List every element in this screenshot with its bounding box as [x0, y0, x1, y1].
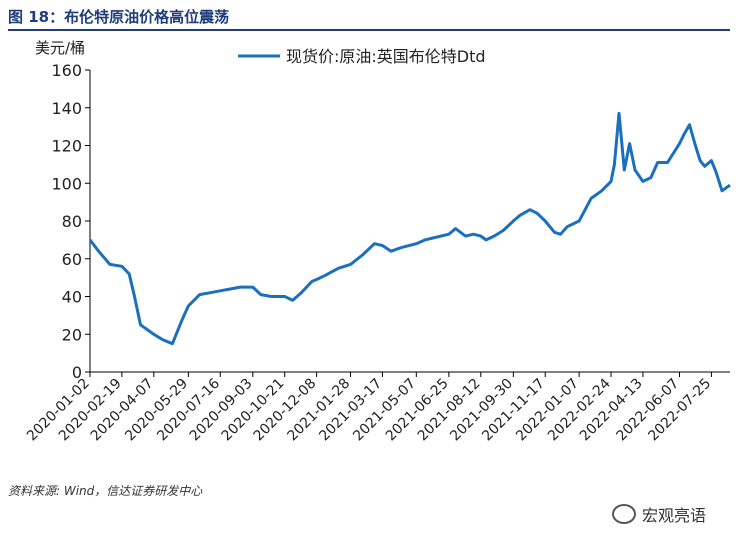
legend: 现货价:原油:英国布伦特Dtd [238, 47, 486, 66]
brent-price-chart: 0 20 40 60 80 100 120 140 160 2020-01-022020-02-… [24, 39, 731, 444]
y-tick-label: 20 [62, 325, 82, 344]
y-tick-label: 40 [62, 288, 82, 307]
brent-price-line [88, 111, 731, 346]
title-rule [8, 29, 730, 31]
watermark-text: 宏观亮语 [642, 506, 707, 525]
axes [85, 69, 730, 377]
legend-label: 现货价:原油:英国布伦特Dtd [286, 47, 486, 66]
y-tick-label: 60 [62, 250, 82, 269]
y-tick-label: 120 [51, 137, 82, 156]
source-note: 资料来源: Wind，信达证券研发中心 [8, 484, 203, 498]
y-tick-label: 140 [51, 99, 82, 118]
wechat-icon [612, 504, 636, 524]
y-axis-label: 美元/桶 [35, 39, 85, 57]
figure-title: 图 18：布伦特原油价格高位震荡 [8, 8, 230, 26]
series-layer [88, 111, 731, 346]
watermark: 宏观亮语 [612, 502, 706, 526]
y-tick-label: 0 [72, 363, 82, 382]
x-tick-labels: 2020-01-022020-02-192020-04-072020-05-29… [24, 375, 714, 444]
y-tick-label: 100 [51, 174, 82, 193]
y-tick-label: 160 [51, 61, 82, 80]
y-tick-label: 80 [62, 212, 82, 231]
y-tick-labels: 0 20 40 60 80 100 120 140 160 [51, 61, 82, 382]
